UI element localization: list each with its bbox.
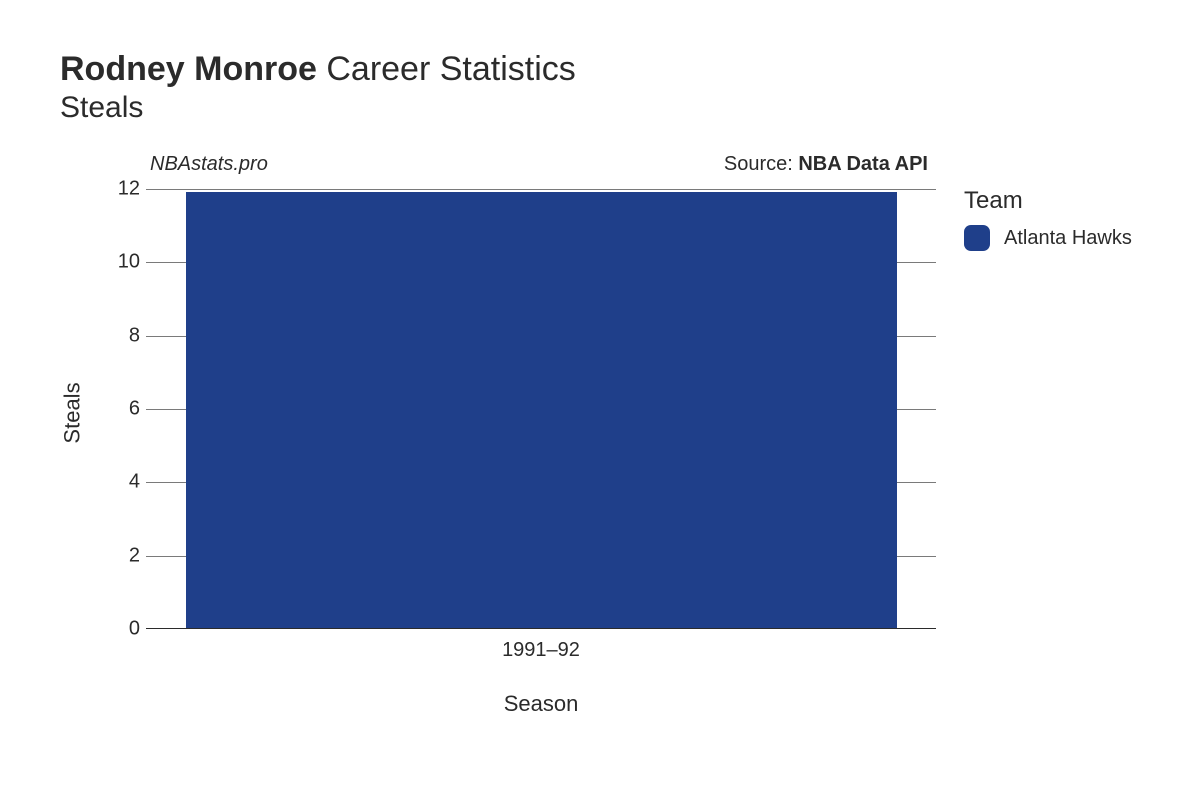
legend-items: Atlanta Hawks <box>964 225 1132 251</box>
y-tick-label: 8 <box>86 324 140 347</box>
chart-row: Steals NBAstats.pro Source: NBA Data API… <box>60 153 1160 717</box>
y-tick-label: 6 <box>86 398 140 421</box>
source-text: Source: NBA Data API <box>724 153 928 176</box>
x-tick-label: 1991–92 <box>502 639 580 662</box>
y-axis-label-col: Steals <box>60 193 86 633</box>
gridline <box>146 189 936 190</box>
legend-swatch <box>964 225 990 251</box>
x-axis-line <box>146 628 936 629</box>
y-tick-label: 12 <box>86 178 140 201</box>
legend-label: Atlanta Hawks <box>1004 227 1132 250</box>
y-tick-label: 2 <box>86 544 140 567</box>
page-root: Rodney Monroe Career Statistics Steals S… <box>0 0 1200 800</box>
annotation-row: NBAstats.pro Source: NBA Data API <box>86 153 936 183</box>
watermark-text: NBAstats.pro <box>150 153 268 176</box>
chart-title: Rodney Monroe Career Statistics <box>60 50 1160 89</box>
title-suffix: Career Statistics <box>317 50 576 88</box>
x-ticks: 1991–92 <box>86 639 936 669</box>
y-tick-label: 4 <box>86 471 140 494</box>
y-axis-label: Steals <box>60 382 86 443</box>
plot-area <box>146 189 936 629</box>
legend: Team Atlanta Hawks <box>964 187 1132 259</box>
legend-item: Atlanta Hawks <box>964 225 1132 251</box>
title-player-name: Rodney Monroe <box>60 50 317 88</box>
y-tick-label: 10 <box>86 251 140 274</box>
y-tick-label: 0 <box>86 618 140 641</box>
axis-area: 024681012 <box>86 189 936 629</box>
plot-column: NBAstats.pro Source: NBA Data API 0 2 4 6 8 1… <box>86 153 936 717</box>
chart-subtitle: Steals <box>60 91 1160 125</box>
bar <box>186 192 897 628</box>
source-prefix: Source: <box>724 153 798 175</box>
legend-title: Team <box>964 187 1132 215</box>
source-name: NBA Data API <box>798 153 928 175</box>
title-block: Rodney Monroe Career Statistics Steals <box>60 50 1160 125</box>
x-axis-label: Season <box>86 691 936 717</box>
